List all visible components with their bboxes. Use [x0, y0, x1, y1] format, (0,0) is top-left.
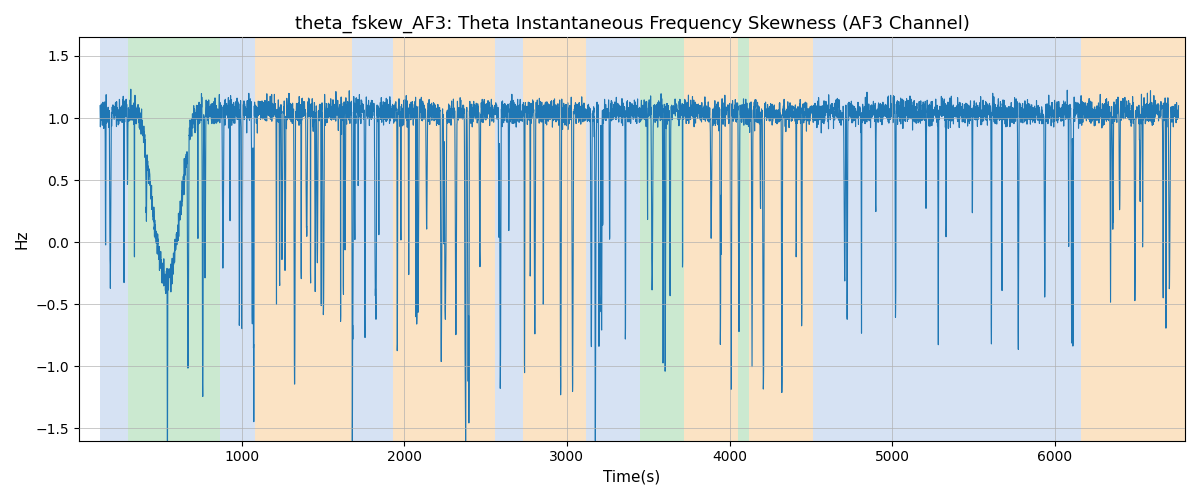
- Bar: [523, 38, 587, 440]
- Title: theta_fskew_AF3: Theta Instantaneous Frequency Skewness (AF3 Channel): theta_fskew_AF3: Theta Instantaneous Fre…: [294, 15, 970, 34]
- Bar: [496, 38, 523, 440]
- Bar: [812, 38, 1081, 440]
- Bar: [221, 38, 254, 440]
- Bar: [127, 38, 221, 440]
- Bar: [738, 38, 749, 440]
- Bar: [684, 38, 738, 440]
- Bar: [352, 38, 392, 440]
- X-axis label: Time(s): Time(s): [604, 470, 660, 485]
- Bar: [749, 38, 812, 440]
- Bar: [640, 38, 684, 440]
- Bar: [100, 38, 127, 440]
- Bar: [392, 38, 496, 440]
- Y-axis label: Hz: Hz: [14, 230, 30, 249]
- Bar: [254, 38, 352, 440]
- Bar: [1081, 38, 1186, 440]
- Bar: [587, 38, 640, 440]
